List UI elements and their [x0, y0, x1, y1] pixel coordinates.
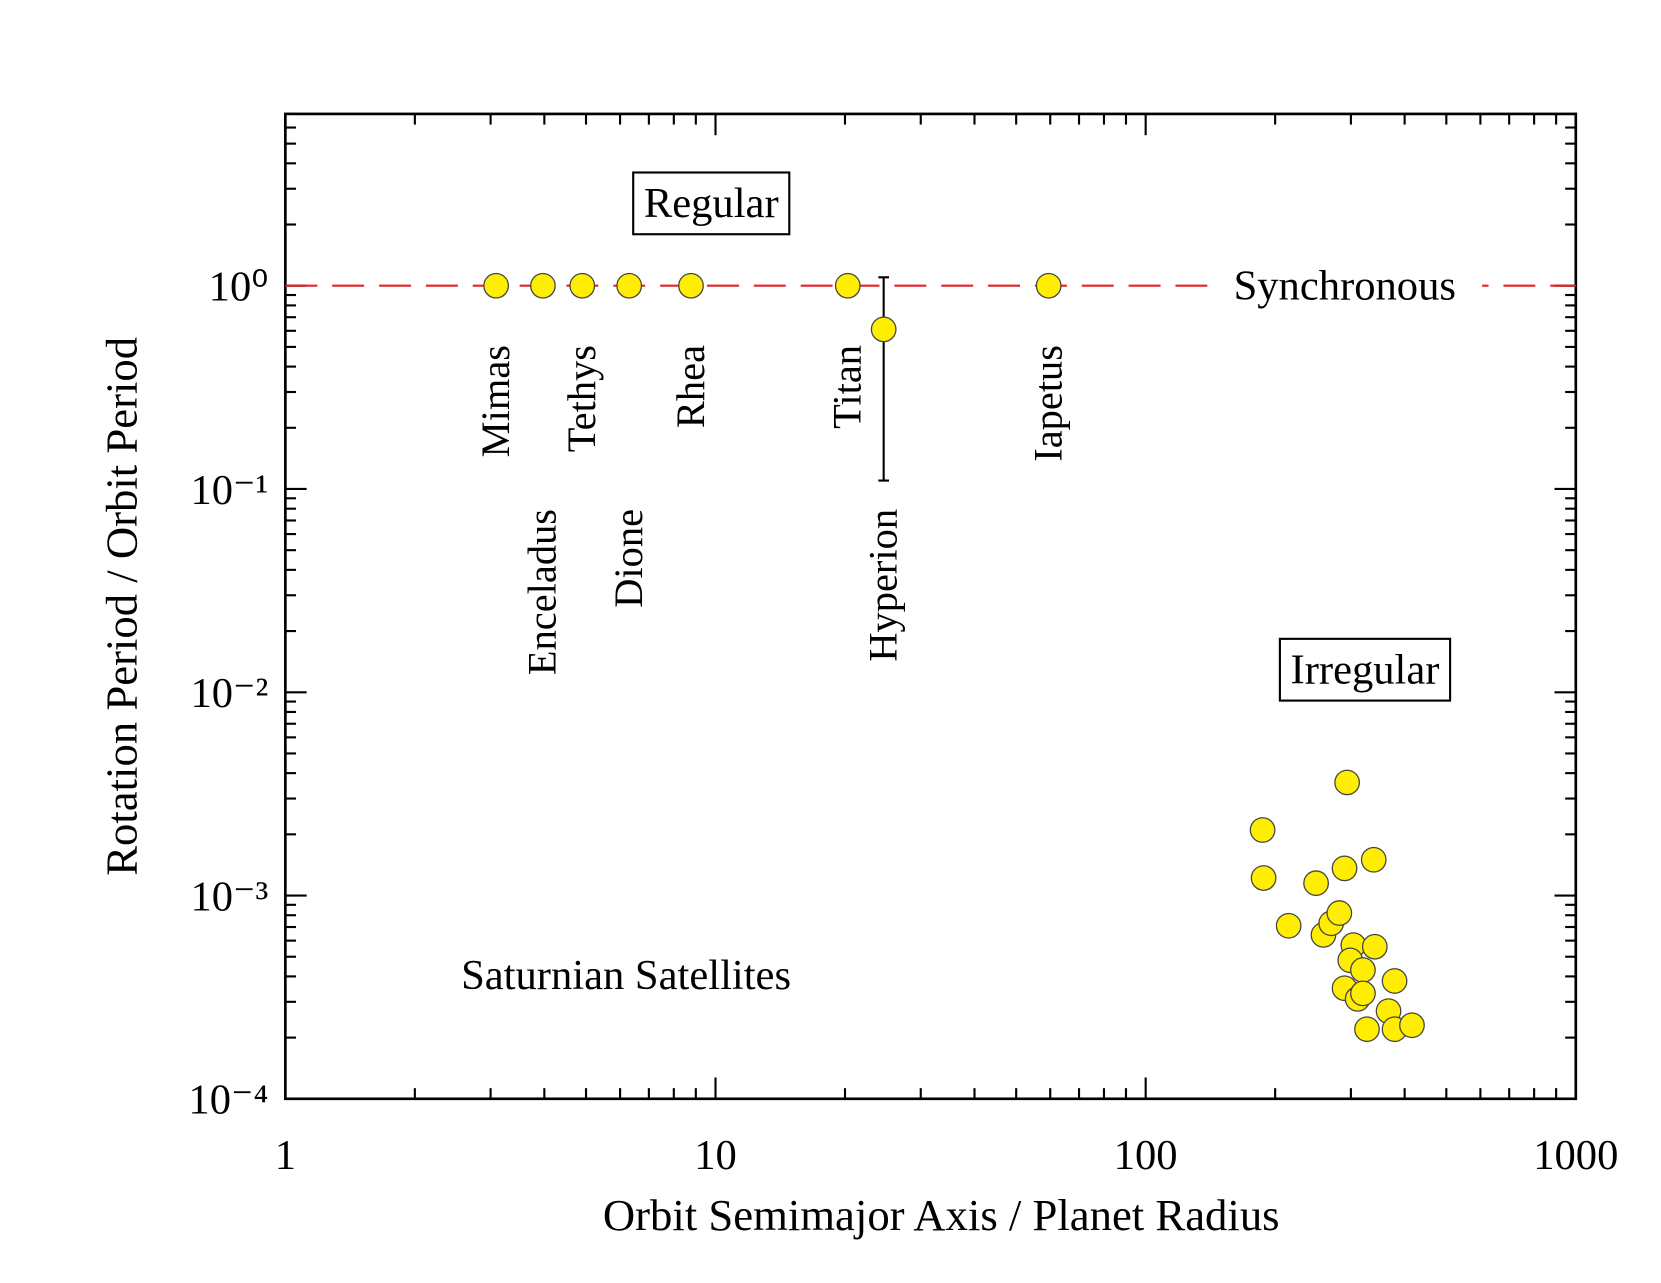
data-point [1334, 769, 1361, 796]
data-point [1350, 957, 1376, 983]
data-point [1399, 1012, 1425, 1039]
annotation: Irregular [1291, 647, 1440, 694]
plot-frame [284, 112, 1578, 1101]
data-point [1250, 865, 1277, 891]
point-label: Enceladus [520, 509, 565, 675]
reference-label-bg [1207, 262, 1483, 310]
annotation: Saturnian Satellites [461, 952, 791, 999]
point-label: Titan [825, 345, 870, 429]
y-tick-label: 10⁻² [190, 670, 268, 717]
data-point [1381, 968, 1408, 994]
y-tick-label: 10⁻³ [190, 873, 268, 920]
data-point [616, 272, 643, 299]
data-point [678, 272, 704, 299]
data-point [1249, 817, 1276, 843]
data-point [1331, 855, 1358, 882]
data-point [1361, 933, 1388, 960]
data-point [1354, 1016, 1380, 1043]
x-tick-label: 1000 [1533, 1132, 1618, 1179]
data-point [1275, 912, 1302, 939]
data-point [1035, 272, 1062, 299]
data-point [1326, 900, 1353, 926]
y-axis-title: Rotation Period / Orbit Period [96, 337, 146, 876]
point-label: Dione [606, 509, 651, 608]
annotation: Regular [644, 180, 779, 227]
data-point [870, 316, 897, 343]
reference-label: Synchronous [1234, 263, 1456, 310]
x-tick-label: 100 [1114, 1132, 1178, 1179]
data-point [483, 272, 509, 299]
y-tick-label: 10⁻¹ [190, 467, 268, 514]
data-point [1360, 846, 1387, 873]
data-point [1303, 870, 1329, 897]
data-point [530, 272, 556, 299]
data-point [834, 272, 861, 299]
annotation-box [632, 171, 791, 236]
x-tick-label: 1 [275, 1132, 296, 1179]
x-tick-label: 10 [694, 1132, 737, 1179]
data-point [1350, 980, 1376, 1007]
y-tick-label: 10⁰ [209, 264, 269, 311]
y-tick-label: 10⁻⁴ [188, 1077, 268, 1124]
point-label: Mimas [473, 345, 518, 457]
x-axis-title: Orbit Semimajor Axis / Planet Radius [603, 1190, 1280, 1240]
point-label: Hyperion [860, 509, 905, 662]
point-label: Iapetus [1025, 345, 1070, 462]
data-point [569, 272, 596, 299]
annotation-box [1278, 637, 1452, 702]
point-label: Rhea [668, 345, 713, 428]
point-label: Tethys [559, 345, 604, 452]
